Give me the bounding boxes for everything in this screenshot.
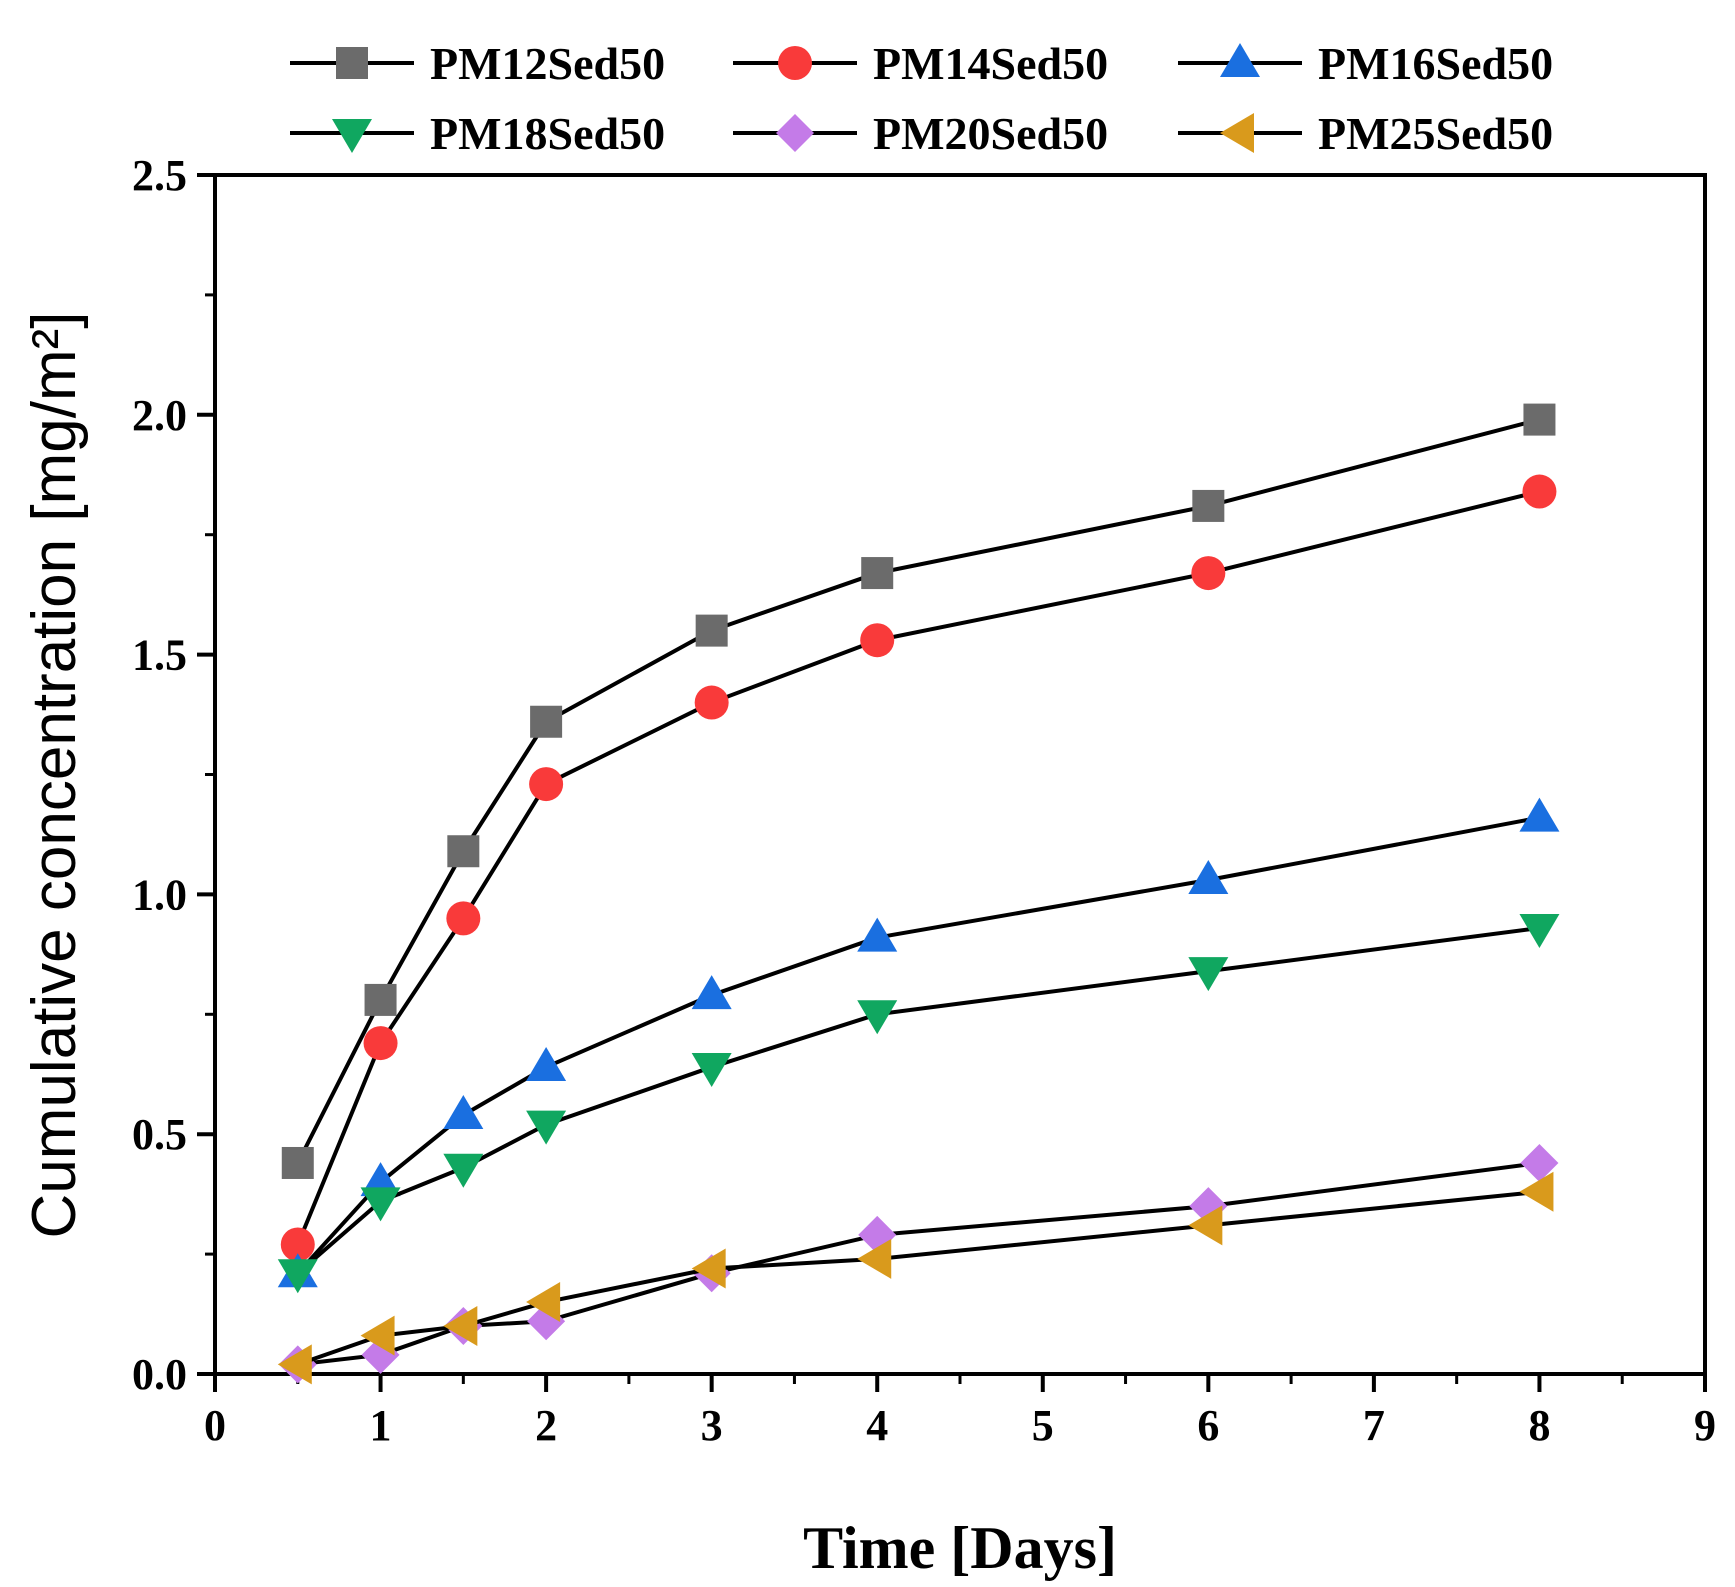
data-point bbox=[860, 623, 895, 658]
data-point bbox=[857, 1238, 892, 1279]
data-point bbox=[861, 557, 894, 590]
legend-item: PM25Sed50 bbox=[1178, 108, 1553, 159]
series-line bbox=[296, 925, 1540, 1275]
data-point bbox=[526, 1110, 567, 1145]
series-PM20Sed50 bbox=[278, 1143, 1559, 1384]
x-tick-label: 5 bbox=[1032, 1401, 1054, 1450]
data-point bbox=[526, 1047, 567, 1082]
legend-item: PM18Sed50 bbox=[290, 108, 665, 159]
legend-item: PM12Sed50 bbox=[290, 38, 665, 89]
y-tick-label: 2.5 bbox=[132, 151, 187, 200]
data-point bbox=[1188, 1205, 1223, 1246]
data-point bbox=[857, 917, 898, 952]
legend-marker bbox=[336, 47, 368, 79]
legend-item: PM20Sed50 bbox=[733, 108, 1108, 159]
x-tick-label: 1 bbox=[370, 1401, 392, 1450]
data-point bbox=[360, 1315, 395, 1356]
legend-label: PM20Sed50 bbox=[873, 108, 1108, 159]
data-point bbox=[443, 1153, 484, 1188]
y-tick-label: 2.0 bbox=[132, 391, 187, 440]
data-point bbox=[1523, 403, 1556, 436]
data-point bbox=[530, 705, 563, 738]
legend-label: PM16Sed50 bbox=[1318, 38, 1553, 89]
x-axis-title: Time [Days] bbox=[803, 1515, 1117, 1581]
plot-frame bbox=[213, 173, 1707, 1376]
x-tick-label: 6 bbox=[1197, 1401, 1219, 1450]
data-point bbox=[277, 1259, 318, 1294]
legend: PM12Sed50 PM14Sed50 PM16Sed50 PM18Sed50 PM20… bbox=[290, 38, 1553, 159]
data-point bbox=[443, 1306, 478, 1347]
series-line bbox=[297, 1189, 1540, 1367]
series-PM12Sed50 bbox=[281, 403, 1556, 1179]
data-point bbox=[446, 901, 481, 936]
legend-item: PM16Sed50 bbox=[1178, 38, 1553, 89]
data-point bbox=[695, 614, 728, 647]
series-PM18Sed50 bbox=[277, 913, 1560, 1294]
data-point bbox=[691, 1248, 726, 1289]
legend-label: PM18Sed50 bbox=[430, 108, 665, 159]
data-point bbox=[529, 767, 564, 802]
x-tick-label: 8 bbox=[1528, 1401, 1550, 1450]
x-tick-label: 3 bbox=[701, 1401, 723, 1450]
data-point bbox=[1191, 556, 1226, 591]
data-point bbox=[1519, 913, 1560, 948]
legend-marker bbox=[778, 46, 812, 80]
legend-marker bbox=[776, 114, 814, 152]
data-point bbox=[1519, 1171, 1554, 1212]
y-axis: 0.0 0.5 1.0 1.5 2.0 2.5 bbox=[132, 151, 215, 1399]
data-point bbox=[1520, 1143, 1559, 1182]
data-point bbox=[360, 1187, 401, 1222]
data-point bbox=[281, 1146, 314, 1179]
data-point bbox=[1188, 860, 1229, 895]
series-line bbox=[296, 815, 1540, 1275]
data-point bbox=[280, 1227, 315, 1262]
legend-item: PM14Sed50 bbox=[733, 38, 1108, 89]
data-point bbox=[1522, 474, 1557, 509]
data-point bbox=[1188, 957, 1229, 992]
data-point bbox=[277, 1344, 312, 1385]
data-point bbox=[363, 1026, 398, 1061]
x-tick-label: 9 bbox=[1694, 1401, 1716, 1450]
data-point bbox=[526, 1282, 561, 1323]
series-line bbox=[295, 417, 1540, 1164]
series-PM14Sed50 bbox=[280, 474, 1557, 1262]
y-tick-label: 0.0 bbox=[132, 1350, 187, 1399]
y-tick-label: 1.0 bbox=[132, 870, 187, 919]
legend-marker bbox=[1220, 113, 1254, 153]
legend-label: PM14Sed50 bbox=[873, 38, 1108, 89]
data-point bbox=[857, 1000, 898, 1035]
data-point bbox=[691, 1053, 732, 1088]
y-axis-title: Cumulative concentration [mg/m²] bbox=[20, 312, 89, 1239]
data-point bbox=[364, 983, 397, 1016]
data-point bbox=[447, 835, 480, 868]
data-point bbox=[691, 975, 732, 1010]
legend-marker bbox=[332, 119, 372, 153]
series-PM16Sed50 bbox=[277, 797, 1560, 1288]
y-tick-label: 0.5 bbox=[132, 1110, 187, 1159]
legend-marker bbox=[1220, 43, 1260, 77]
legend-label: PM12Sed50 bbox=[430, 38, 665, 89]
series-PM25Sed50 bbox=[277, 1171, 1554, 1385]
x-axis: 0 1 2 3 4 5 6 7 8 9 bbox=[204, 1374, 1716, 1450]
series-line bbox=[297, 1160, 1540, 1367]
x-tick-label: 7 bbox=[1363, 1401, 1385, 1450]
y-tick-label: 1.5 bbox=[132, 631, 187, 680]
data-point bbox=[1519, 797, 1560, 832]
series-line bbox=[295, 489, 1540, 1246]
data-point bbox=[1192, 489, 1225, 522]
x-tick-label: 4 bbox=[866, 1401, 888, 1450]
legend-label: PM25Sed50 bbox=[1318, 108, 1553, 159]
x-tick-label: 2 bbox=[535, 1401, 557, 1450]
data-point bbox=[694, 685, 729, 720]
series-layer bbox=[277, 403, 1560, 1385]
data-point bbox=[443, 1095, 484, 1130]
x-tick-label: 0 bbox=[204, 1401, 226, 1450]
